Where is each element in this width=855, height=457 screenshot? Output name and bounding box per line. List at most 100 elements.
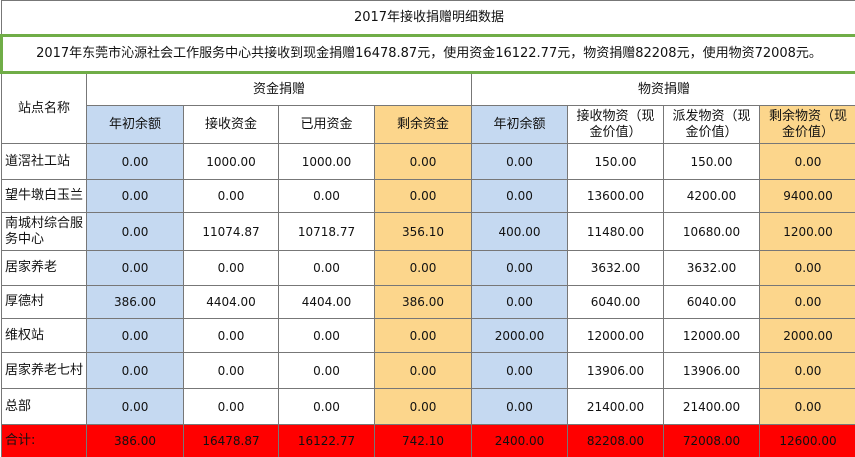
cell: 1000.00 <box>183 143 279 180</box>
cell: 0.00 <box>183 388 279 425</box>
column-header: 已用资金 <box>278 105 375 144</box>
cell: 21400.00 <box>663 388 760 425</box>
cell: 1200.00 <box>758 212 855 251</box>
cell: 0.00 <box>758 388 855 425</box>
cell: 11480.00 <box>567 212 664 251</box>
table-title: 2017年接收捐赠明细数据 <box>0 0 855 36</box>
cell: 3632.00 <box>663 250 760 286</box>
table-row: 居家养老七村 0.00 0.00 0.00 0.00 0.00 13906.00 13906.… <box>1 352 855 389</box>
cell: 0.00 <box>758 352 855 389</box>
cell: 0.00 <box>183 318 279 353</box>
column-header: 接收物资（现金价值） <box>567 105 664 144</box>
column-header: 年初余额 <box>471 105 568 144</box>
cell: 13906.00 <box>663 352 760 389</box>
cell: 150.00 <box>567 143 664 180</box>
cell: 0.00 <box>374 352 472 389</box>
column-header: 接收资金 <box>183 105 279 144</box>
column-header: 年初余额 <box>86 105 184 144</box>
cell: 0.00 <box>86 143 184 180</box>
site-name: 厚德村 <box>1 285 87 319</box>
cell: 0.00 <box>471 352 568 389</box>
table-row: 2017年东莞市沁源社会工作服务中心共接收到现金捐赠16478.87元，使用资金… <box>0 34 855 74</box>
group-header: 资金捐赠 <box>86 72 472 106</box>
total-cell: 72008.00 <box>663 424 760 457</box>
table-row: 站点名称 资金捐赠 物资捐赠 <box>1 72 855 144</box>
cell: 6040.00 <box>663 285 760 319</box>
total-cell: 742.10 <box>374 424 472 457</box>
site-name: 居家养老 <box>1 250 87 286</box>
cell: 0.00 <box>278 388 375 425</box>
column-header: 剩余资金 <box>374 105 472 144</box>
total-cell: 12600.00 <box>758 424 855 457</box>
cell: 0.00 <box>471 388 568 425</box>
group-header: 物资捐赠 <box>470 72 855 106</box>
header-cell: 站点名称 <box>1 72 87 144</box>
cell: 0.00 <box>471 250 568 286</box>
table-row: 合计: 386.00 16478.87 16122.77 742.10 2400.00 82… <box>1 424 855 457</box>
cell: 3632.00 <box>567 250 664 286</box>
table-row: 维权站 0.00 0.00 0.00 0.00 2000.00 12000.00 12000.… <box>1 318 855 353</box>
cell: 11074.87 <box>183 212 279 251</box>
total-cell: 16478.87 <box>183 424 279 457</box>
cell: 6040.00 <box>567 285 664 319</box>
site-name: 道滘社工站 <box>1 143 87 180</box>
cell: 0.00 <box>471 143 568 180</box>
cell: 0.00 <box>183 179 279 213</box>
column-header: 派发物资（现金价值） <box>663 105 760 144</box>
cell: 21400.00 <box>567 388 664 425</box>
cell: 4200.00 <box>663 179 760 213</box>
total-cell: 386.00 <box>86 424 184 457</box>
cell: 4404.00 <box>278 285 375 319</box>
cell: 1000.00 <box>278 143 375 180</box>
cell: 4404.00 <box>183 285 279 319</box>
cell: 0.00 <box>86 318 184 353</box>
cell: 13906.00 <box>567 352 664 389</box>
cell: 0.00 <box>374 250 472 286</box>
table-row: 望牛墩白玉兰 0.00 0.00 0.00 0.00 0.00 13600.00 4200.0… <box>1 179 855 213</box>
summary-text: 2017年东莞市沁源社会工作服务中心共接收到现金捐赠16478.87元，使用资金… <box>0 34 855 74</box>
cell: 400.00 <box>471 212 568 251</box>
cell: 0.00 <box>471 285 568 319</box>
cell: 13600.00 <box>567 179 664 213</box>
cell: 10718.77 <box>278 212 375 251</box>
table-row: 厚德村 386.00 4404.00 4404.00 386.00 0.00 6040.00… <box>1 285 855 319</box>
cell: 0.00 <box>183 250 279 286</box>
cell: 0.00 <box>86 212 184 251</box>
cell: 356.10 <box>374 212 472 251</box>
cell: 0.00 <box>374 388 472 425</box>
cell: 0.00 <box>183 352 279 389</box>
total-cell: 16122.77 <box>278 424 375 457</box>
cell: 0.00 <box>86 250 184 286</box>
site-name: 总部 <box>1 388 87 425</box>
cell: 0.00 <box>374 318 472 353</box>
cell: 9400.00 <box>758 179 855 213</box>
site-name: 维权站 <box>1 318 87 353</box>
table-row: 年初余额 接收资金 已用资金 剩余资金 年初余额 接收物资（现金价值） 派发物资（现金价值）… <box>2 105 855 144</box>
total-cell: 82208.00 <box>567 424 664 457</box>
cell: 0.00 <box>758 143 855 180</box>
cell: 0.00 <box>86 179 184 213</box>
site-name: 居家养老七村 <box>1 352 87 389</box>
table-row: 2017年接收捐赠明细数据 <box>0 0 855 36</box>
cell: 0.00 <box>86 388 184 425</box>
cell: 2000.00 <box>758 318 855 353</box>
cell: 0.00 <box>278 318 375 353</box>
cell: 0.00 <box>758 250 855 286</box>
site-name: 望牛墩白玉兰 <box>1 179 87 213</box>
cell: 0.00 <box>86 352 184 389</box>
cell: 10680.00 <box>663 212 760 251</box>
table-row: 总部 0.00 0.00 0.00 0.00 0.00 21400.00 21400.00 0.… <box>1 388 855 425</box>
cell: 0.00 <box>374 179 472 213</box>
total-label: 合计: <box>1 424 87 457</box>
cell: 2000.00 <box>471 318 568 353</box>
table-row: 南城村综合服务中心 0.00 11074.87 10718.77 356.10 400.0… <box>1 212 855 251</box>
cell: 0.00 <box>278 250 375 286</box>
cell: 386.00 <box>374 285 472 319</box>
site-name: 南城村综合服务中心 <box>1 212 87 251</box>
cell: 0.00 <box>374 143 472 180</box>
cell: 150.00 <box>663 143 760 180</box>
cell: 0.00 <box>758 285 855 319</box>
table-row: 道滘社工站 0.00 1000.00 1000.00 0.00 0.00 150.00 150… <box>1 143 855 180</box>
total-cell: 2400.00 <box>471 424 568 457</box>
